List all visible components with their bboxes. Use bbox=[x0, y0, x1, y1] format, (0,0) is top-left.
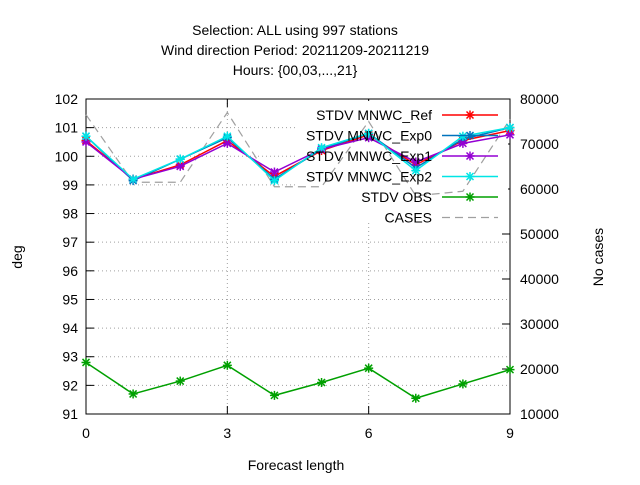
y-tick-label-98: 98 bbox=[62, 206, 78, 222]
plot-frame bbox=[85, 98, 511, 415]
y-tick-label-99: 99 bbox=[62, 177, 78, 193]
y-tick-label-97: 97 bbox=[62, 234, 78, 250]
y2-tick-label-30000: 30000 bbox=[520, 316, 559, 332]
y2-tick-label-10000: 10000 bbox=[520, 406, 559, 422]
y-tick-label-101: 101 bbox=[55, 120, 79, 136]
y2-tick-label-40000: 40000 bbox=[520, 271, 559, 287]
legend-label-3: STDV MNWC_Exp1 bbox=[306, 148, 432, 164]
chart-title-line-2: Wind direction Period: 20211209-20211219 bbox=[161, 42, 429, 58]
legend-label-5: STDV OBS bbox=[361, 189, 432, 205]
y-tick-label-93: 93 bbox=[62, 349, 78, 365]
y-tick-label-100: 100 bbox=[55, 148, 79, 164]
y2-tick-label-70000: 70000 bbox=[520, 136, 559, 152]
x-tick-label-6: 6 bbox=[365, 425, 373, 441]
x-tick-label-0: 0 bbox=[82, 425, 90, 441]
x-tick-label-9: 9 bbox=[506, 425, 514, 441]
y-tick-label-102: 102 bbox=[55, 91, 79, 107]
series-6 bbox=[85, 111, 511, 197]
series-line-6 bbox=[85, 111, 511, 197]
chart-title-line-3: Hours: {00,03,...,21} bbox=[233, 62, 358, 78]
legend-label-2: STDV MNWC_Exp0 bbox=[306, 128, 432, 144]
legend-label-6: CASES bbox=[385, 210, 432, 226]
y2-tick-label-80000: 80000 bbox=[520, 91, 559, 107]
y-axis-label: deg bbox=[9, 245, 25, 268]
x-tick-label-3: 3 bbox=[223, 425, 231, 441]
series-line-5 bbox=[85, 361, 511, 400]
y2-axis-label: No cases bbox=[590, 228, 606, 286]
y-tick-label-91: 91 bbox=[62, 406, 78, 422]
y-tick-label-95: 95 bbox=[62, 291, 78, 307]
y2-tick-label-60000: 60000 bbox=[520, 181, 559, 197]
legend-label-1: STDV MNWC_Ref bbox=[316, 107, 432, 123]
y-tick-label-94: 94 bbox=[62, 320, 78, 336]
x-axis-label: Forecast length bbox=[248, 457, 345, 473]
series-4 bbox=[81, 123, 515, 186]
legend bbox=[442, 110, 498, 219]
legend-background bbox=[296, 101, 508, 221]
series-5 bbox=[81, 357, 515, 403]
y2-tick-label-50000: 50000 bbox=[520, 226, 559, 242]
series-line-4 bbox=[85, 126, 511, 182]
y-tick-label-96: 96 bbox=[62, 263, 78, 279]
legend-label-4: STDV MNWC_Exp2 bbox=[306, 169, 432, 185]
y2-tick-label-20000: 20000 bbox=[520, 361, 559, 377]
chart-title-line-1: Selection: ALL using 997 stations bbox=[192, 22, 398, 38]
y-tick-label-92: 92 bbox=[62, 377, 78, 393]
